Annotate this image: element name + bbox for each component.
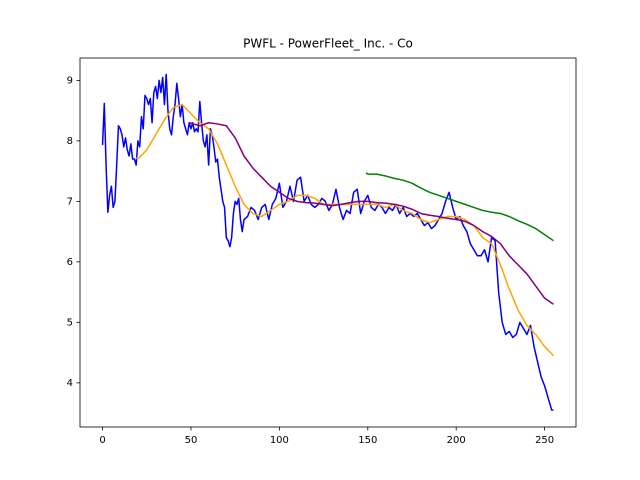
line-series: [188, 121, 554, 305]
line-series: [135, 103, 554, 357]
y-tick-label: 7: [67, 196, 73, 207]
line-series: [101, 73, 554, 411]
x-tick-label: 0: [99, 435, 105, 446]
line-series: [365, 172, 554, 242]
y-tick-label: 9: [67, 75, 73, 86]
x-tick-label: 150: [358, 435, 377, 446]
y-tick-label: 8: [67, 136, 73, 147]
y-tick-label: 5: [67, 317, 73, 328]
x-tick-label: 250: [535, 435, 554, 446]
y-tick-label: 6: [67, 257, 73, 268]
plot-frame: [79, 57, 577, 428]
chart-title: PWFL - PowerFleet_ Inc. - Co: [243, 37, 413, 51]
x-tick-label: 50: [185, 435, 198, 446]
x-tick-label: 200: [447, 435, 466, 446]
y-tick-label: 4: [67, 378, 73, 389]
x-tick-label: 100: [270, 435, 289, 446]
